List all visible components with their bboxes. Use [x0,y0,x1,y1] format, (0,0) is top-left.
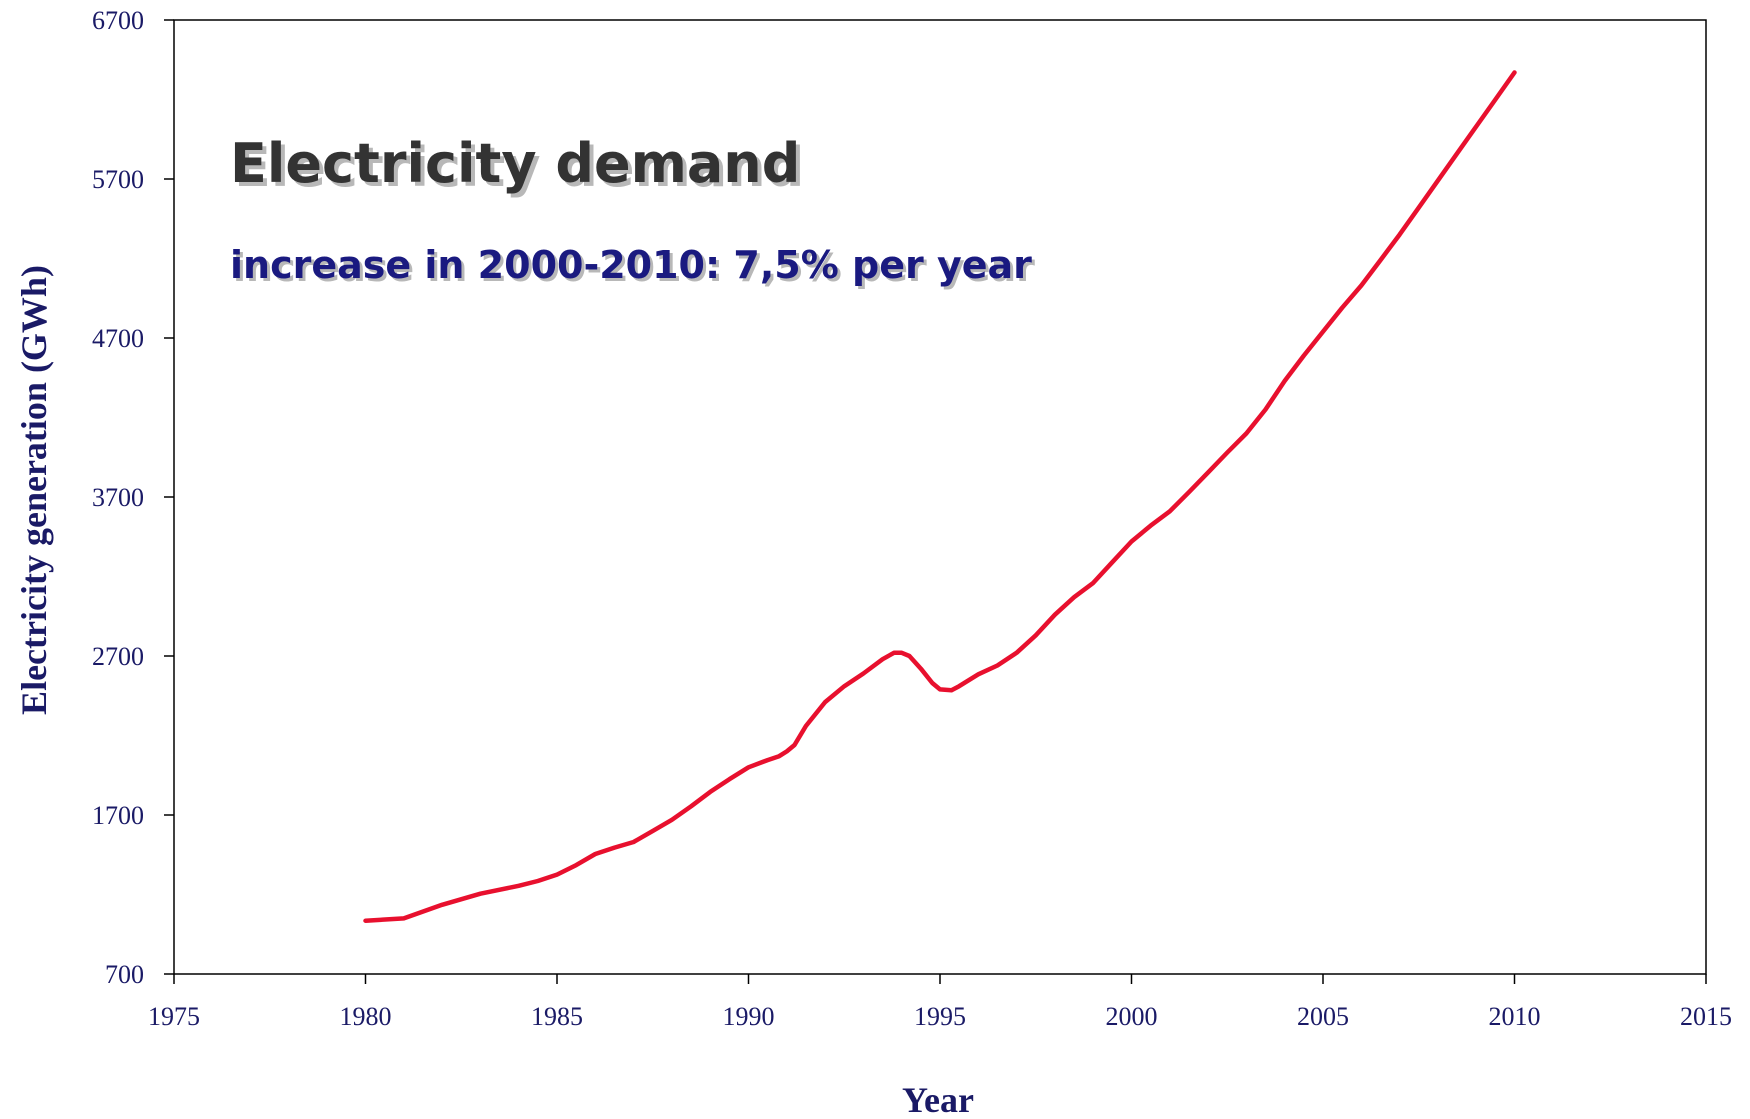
x-tick-label: 1980 [340,1002,392,1031]
y-tick-label: 3700 [92,483,144,512]
x-axis-ticks: 1975 1980 1985 1990 1995 2000 2005 2010 2015 [148,974,1732,1031]
x-tick-label: 2015 [1680,1002,1732,1031]
chart-title-shadow: Electricity demand [234,136,804,199]
y-tick-label: 4700 [92,324,144,353]
y-tick-label: 1700 [92,801,144,830]
x-tick-label: 1995 [914,1002,966,1031]
y-axis-ticks: 700 1700 2700 3700 4700 5700 6700 [92,6,174,989]
x-tick-label: 2000 [1106,1002,1158,1031]
chart-title: Electricity demand [230,132,800,195]
y-tick-label: 6700 [92,6,144,35]
x-axis-title: Year [902,1080,974,1119]
x-tick-label: 2005 [1297,1002,1349,1031]
x-tick-label: 1985 [531,1002,583,1031]
x-tick-label: 1975 [148,1002,200,1031]
series-line-electricity-generation [363,70,1517,923]
chart-subtitle-shadow: increase in 2000-2010: 7,5% per year [233,246,1035,290]
y-tick-label: 2700 [92,642,144,671]
y-axis-title: Electricity generation (GWh) [14,265,54,715]
x-tick-label: 2010 [1489,1002,1541,1031]
series-layer [363,70,1517,923]
y-tick-label: 5700 [92,165,144,194]
y-tick-label: 700 [105,960,144,989]
x-tick-label: 1990 [723,1002,775,1031]
chart-subtitle: increase in 2000-2010: 7,5% per year [230,243,1032,287]
